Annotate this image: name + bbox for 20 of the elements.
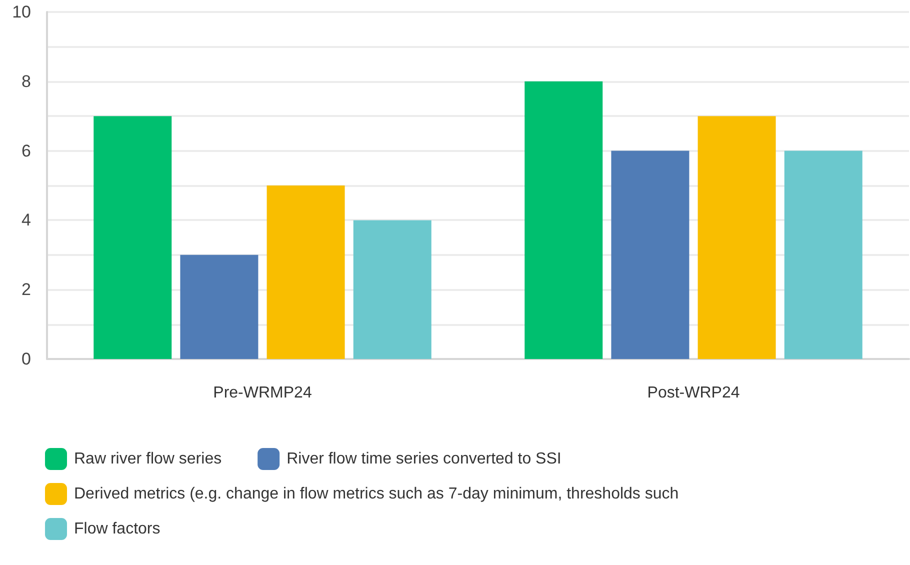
bar — [266, 186, 345, 359]
y-tick-label: 2 — [22, 280, 31, 300]
bar — [611, 150, 690, 359]
bar — [353, 220, 432, 359]
legend-label: River flow time series converted to SSI — [286, 450, 562, 468]
y-tick-label: 4 — [22, 210, 31, 230]
y-tick-label: 8 — [22, 72, 31, 91]
x-tick-label: Post-WRP24 — [647, 384, 740, 402]
y-tick-label: 6 — [22, 141, 31, 160]
bar — [784, 150, 862, 359]
bar — [94, 116, 172, 359]
legend-label: Derived metrics (e.g. change in flow metrics such as 7-day minimum, thresholds such — [74, 486, 679, 502]
legend-label: Flow factors — [74, 520, 160, 538]
legend-label: Raw river flow series — [74, 450, 222, 468]
bar — [524, 81, 603, 359]
y-tick-label: 0 — [22, 350, 31, 368]
x-tick-label: Pre-WRMP24 — [213, 384, 312, 402]
bar — [180, 254, 258, 359]
bar — [698, 116, 776, 359]
y-tick-label: 10 — [12, 2, 31, 22]
